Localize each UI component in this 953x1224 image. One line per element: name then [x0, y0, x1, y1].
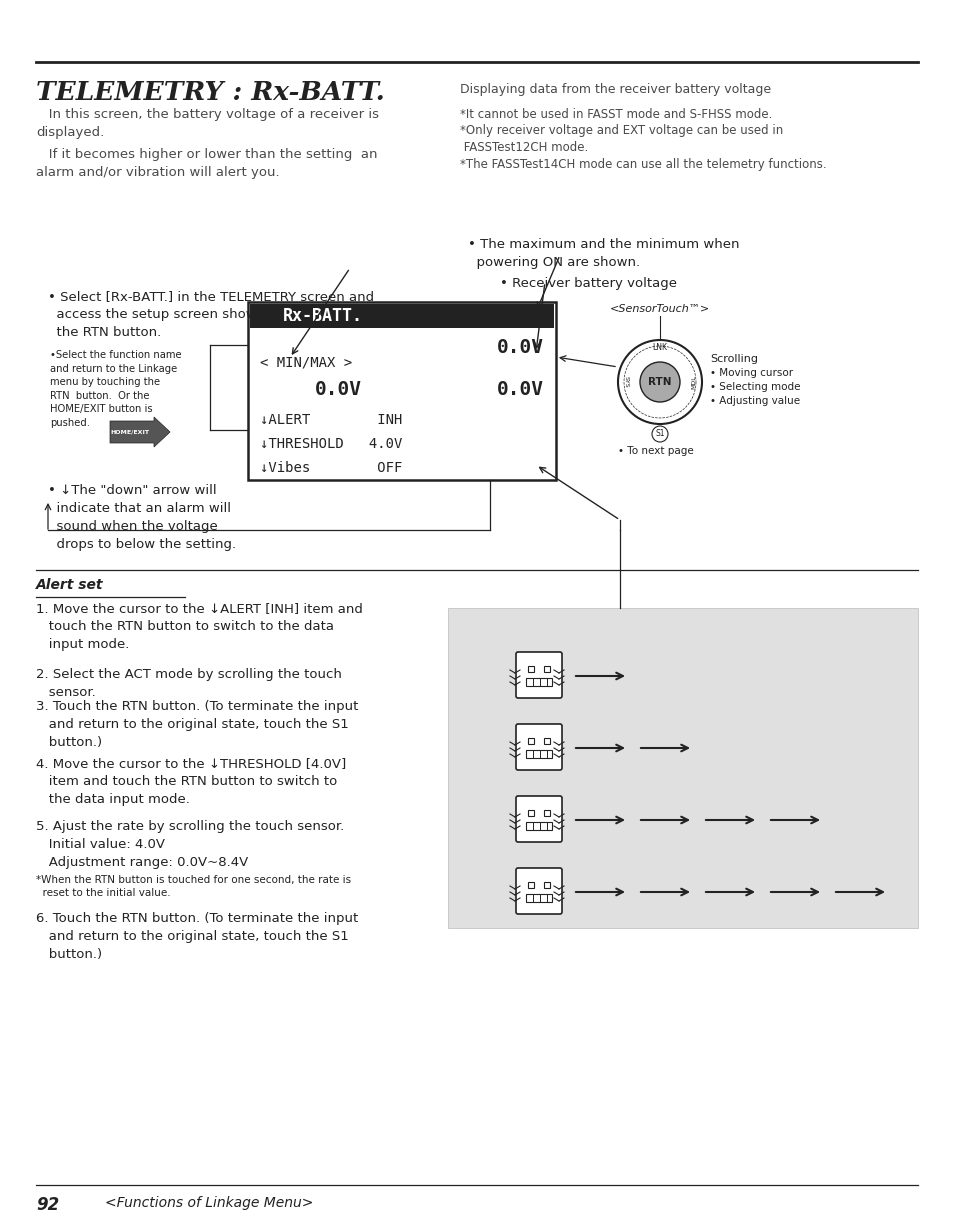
Circle shape	[639, 362, 679, 401]
Text: Rx-BATT.: Rx-BATT.	[283, 307, 363, 326]
Bar	[527, 738, 534, 744]
Text: 2. Select the ACT mode by scrolling the touch
   sensor.: 2. Select the ACT mode by scrolling the …	[36, 668, 341, 699]
FancyArrow shape	[110, 417, 170, 447]
Bar	[527, 810, 534, 816]
Text: 5. Ajust the rate by scrolling the touch sensor.
   Initial value: 4.0V
   Adjus: 5. Ajust the rate by scrolling the touch…	[36, 820, 344, 869]
Text: Alert set: Alert set	[36, 578, 103, 592]
Bar	[525, 894, 552, 902]
Text: *Only receiver voltage and EXT voltage can be used in
 FASSTest12CH mode.: *Only receiver voltage and EXT voltage c…	[459, 124, 782, 154]
Text: S1: S1	[655, 430, 664, 438]
Text: • Moving cursor
• Selecting mode
• Adjusting value: • Moving cursor • Selecting mode • Adjus…	[709, 368, 800, 406]
Text: TELEMETRY : Rx-BATT.: TELEMETRY : Rx-BATT.	[36, 80, 384, 105]
Text: HOME/EXIT: HOME/EXIT	[111, 430, 150, 435]
Text: • ↓The "down" arrow will
  indicate that an alarm will
  sound when the voltage
: • ↓The "down" arrow will indicate that a…	[48, 483, 236, 551]
Text: Scrolling: Scrolling	[709, 354, 758, 364]
FancyBboxPatch shape	[516, 725, 561, 770]
Text: SYS: SYS	[623, 376, 628, 388]
Text: RTN: RTN	[648, 377, 671, 387]
Text: 92: 92	[36, 1196, 59, 1214]
Text: 0.0V: 0.0V	[497, 338, 543, 357]
Text: <Functions of Linkage Menu>: <Functions of Linkage Menu>	[105, 1196, 313, 1211]
Bar	[543, 666, 550, 672]
Text: In this screen, the battery voltage of a receiver is
displayed.: In this screen, the battery voltage of a…	[36, 108, 378, 140]
Text: *The FASSTest14CH mode can use all the telemetry functions.: *The FASSTest14CH mode can use all the t…	[459, 158, 825, 171]
Text: • Receiver battery voltage: • Receiver battery voltage	[499, 277, 677, 290]
Bar	[525, 750, 552, 758]
Bar	[543, 883, 550, 887]
Bar	[250, 304, 554, 328]
Text: • The maximum and the minimum when
  powering ON are shown.: • The maximum and the minimum when power…	[468, 237, 739, 269]
Text: 6. Touch the RTN button. (To terminate the input
   and return to the original s: 6. Touch the RTN button. (To terminate t…	[36, 912, 358, 961]
Bar	[527, 666, 534, 672]
Text: <SensorTouch™>: <SensorTouch™>	[609, 304, 709, 315]
Text: 3. Touch the RTN button. (To terminate the input
   and return to the original s: 3. Touch the RTN button. (To terminate t…	[36, 700, 358, 749]
Text: *It cannot be used in FASST mode and S-FHSS mode.: *It cannot be used in FASST mode and S-F…	[459, 108, 772, 121]
FancyBboxPatch shape	[516, 652, 561, 698]
Text: LNK: LNK	[652, 344, 667, 353]
Circle shape	[651, 426, 667, 442]
Text: ↓ALERT        INH: ↓ALERT INH	[260, 412, 402, 427]
Text: 0.0V: 0.0V	[497, 379, 543, 399]
Text: Displaying data from the receiver battery voltage: Displaying data from the receiver batter…	[459, 83, 770, 95]
Bar	[543, 810, 550, 816]
FancyBboxPatch shape	[516, 868, 561, 914]
Bar	[525, 678, 552, 685]
Text: ↓Vibes        OFF: ↓Vibes OFF	[260, 461, 402, 475]
FancyBboxPatch shape	[516, 796, 561, 842]
Text: • Select [Rx-BATT.] in the TELEMETRY screen and
  access the setup screen shown : • Select [Rx-BATT.] in the TELEMETRY scr…	[48, 290, 392, 339]
FancyBboxPatch shape	[248, 302, 556, 480]
Text: If it becomes higher or lower than the setting  an
alarm and/or vibration will a: If it becomes higher or lower than the s…	[36, 148, 377, 179]
Text: • To next page: • To next page	[618, 446, 693, 457]
Text: •Select the function name
and return to the Linkage
menu by touching the
RTN  bu: •Select the function name and return to …	[50, 350, 181, 428]
Text: 0.0V: 0.0V	[314, 379, 361, 399]
Bar	[543, 738, 550, 744]
Bar	[448, 608, 917, 928]
Bar	[527, 883, 534, 887]
Text: ↓THRESHOLD   4.0V: ↓THRESHOLD 4.0V	[260, 437, 402, 450]
Text: 4. Move the cursor to the ↓THRESHOLD [4.0V]
   item and touch the RTN button to : 4. Move the cursor to the ↓THRESHOLD [4.…	[36, 756, 346, 805]
Text: *When the RTN button is touched for one second, the rate is
  reset to the initi: *When the RTN button is touched for one …	[36, 875, 351, 898]
Bar	[525, 823, 552, 830]
Text: < MIN/MAX >: < MIN/MAX >	[260, 356, 352, 370]
Text: 1. Move the cursor to the ↓ALERT [INH] item and
   touch the RTN button to switc: 1. Move the cursor to the ↓ALERT [INH] i…	[36, 602, 362, 651]
Text: MDL: MDL	[691, 375, 696, 389]
